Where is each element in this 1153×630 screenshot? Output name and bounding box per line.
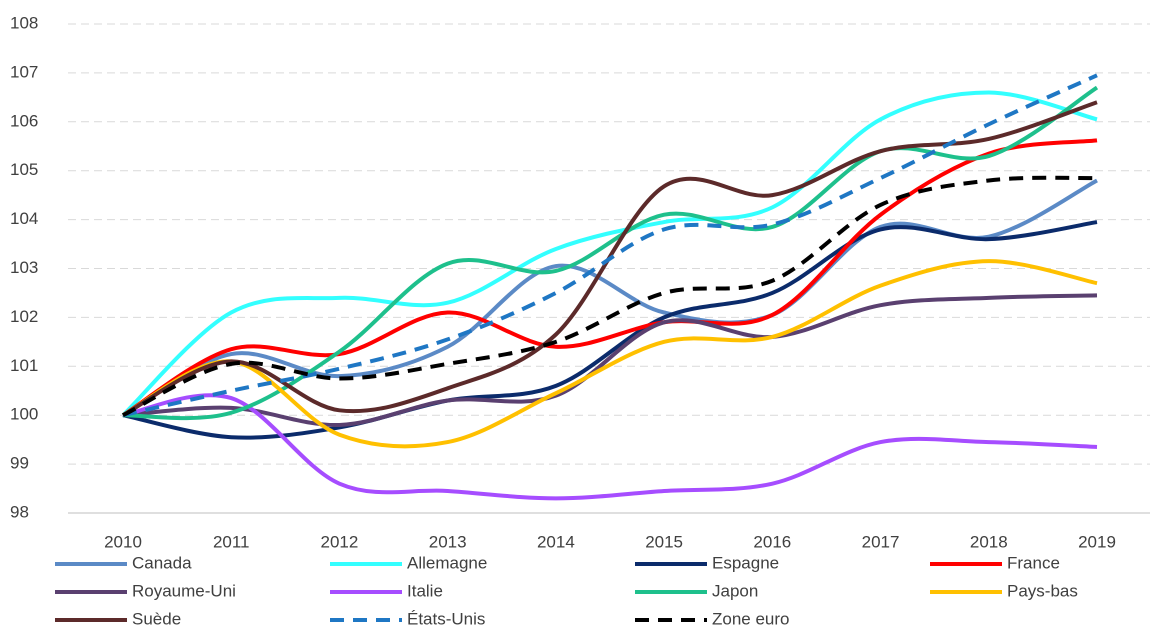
legend-label: Royaume-Uni <box>132 581 236 600</box>
x-tick-label: 2010 <box>104 532 142 551</box>
series-line <box>122 220 1098 440</box>
y-tick-label: 102 <box>10 307 38 326</box>
series-line <box>122 393 1098 501</box>
legend-label: Espagne <box>712 553 779 572</box>
legend-label: Zone euro <box>712 609 790 628</box>
y-tick-label: 101 <box>10 356 38 375</box>
series-line <box>122 175 1098 418</box>
x-tick-label: 2011 <box>213 532 250 551</box>
series-line <box>122 259 1098 449</box>
legend-label: Italie <box>407 581 443 600</box>
x-tick-label: 2012 <box>321 532 359 551</box>
x-tick-label: 2018 <box>970 532 1008 551</box>
legend-label: Pays-bas <box>1007 581 1078 600</box>
y-tick-label: 108 <box>10 13 38 32</box>
legend-label: Allemagne <box>407 553 487 572</box>
x-tick-label: 2014 <box>537 532 575 551</box>
y-tick-label: 105 <box>10 160 38 179</box>
y-tick-label: 107 <box>10 62 38 81</box>
legend-label: Canada <box>132 553 192 572</box>
legend-label: Japon <box>712 581 758 600</box>
x-tick-label: 2019 <box>1078 532 1116 551</box>
legend-label: États-Unis <box>407 609 485 628</box>
series-line <box>121 138 1098 417</box>
series-line <box>122 73 1098 418</box>
x-tick-label: 2015 <box>645 532 683 551</box>
x-tick-label: 2013 <box>429 532 467 551</box>
series-line <box>122 293 1098 427</box>
y-tick-label: 98 <box>10 502 29 521</box>
y-tick-label: 104 <box>10 209 38 228</box>
x-tick-label: 2016 <box>753 532 791 551</box>
x-tick-label: 2017 <box>862 532 900 551</box>
y-tick-label: 99 <box>10 454 29 473</box>
y-tick-label: 103 <box>10 258 38 277</box>
legend-label: France <box>1007 553 1060 572</box>
y-tick-label: 100 <box>10 405 38 424</box>
series-line <box>121 90 1098 417</box>
legend-label: Suède <box>132 609 181 628</box>
y-tick-label: 106 <box>10 111 38 130</box>
